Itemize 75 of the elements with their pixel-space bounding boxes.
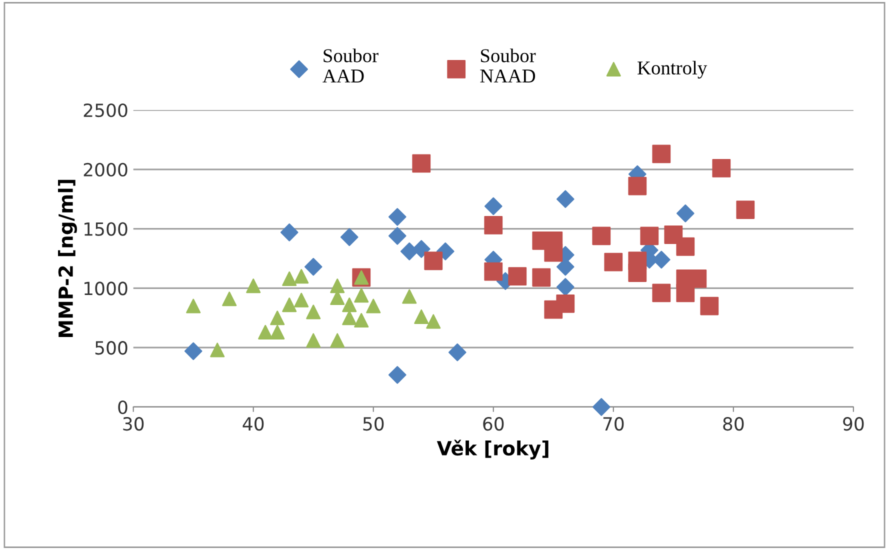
point	[556, 294, 575, 313]
point	[556, 278, 574, 296]
point	[676, 204, 694, 222]
point	[270, 324, 285, 340]
point	[388, 366, 406, 384]
y-tick-label: 2500	[84, 103, 128, 118]
point	[652, 284, 671, 302]
y-tick-label: 0	[118, 400, 128, 414]
point	[448, 343, 466, 362]
x-tick-label: 70	[603, 417, 624, 431]
point	[388, 208, 406, 226]
x-tick-label: 50	[363, 417, 384, 431]
point	[354, 312, 369, 328]
point	[258, 324, 273, 340]
point	[556, 190, 574, 208]
point	[532, 268, 551, 287]
legend-label: Soubor AAD	[322, 48, 378, 82]
point	[412, 240, 430, 258]
point	[304, 258, 322, 276]
point	[340, 228, 358, 246]
point	[676, 284, 695, 302]
point	[676, 237, 695, 256]
y-tick-label: 500	[95, 341, 128, 355]
point	[604, 252, 623, 272]
x-axis-title: Věk [roky]	[436, 440, 548, 460]
point	[366, 298, 381, 314]
point	[330, 278, 345, 294]
x-tick-label: 80	[723, 417, 744, 431]
point	[700, 296, 719, 316]
point	[330, 333, 345, 348]
y-tick-label: 1500	[84, 222, 128, 236]
point	[280, 223, 298, 242]
point	[628, 176, 647, 196]
point	[640, 226, 659, 246]
point	[712, 159, 731, 178]
point	[342, 298, 357, 312]
point	[508, 267, 527, 286]
y-tick-label: 2000	[84, 162, 128, 177]
point	[294, 269, 309, 284]
point	[246, 278, 261, 294]
point	[210, 342, 225, 358]
legend-label: Kontroly	[638, 60, 708, 79]
point	[306, 333, 321, 348]
point	[736, 200, 755, 219]
point	[412, 154, 431, 173]
legend-label: Soubor NAAD	[480, 48, 536, 82]
x-tick-label: 30	[123, 417, 144, 431]
point	[424, 252, 443, 270]
point	[414, 309, 429, 324]
point	[342, 310, 357, 326]
y-axis-title: MMP-2 [ng/ml]	[58, 180, 77, 337]
point	[282, 271, 297, 286]
point	[294, 292, 309, 308]
point	[652, 144, 671, 164]
point	[628, 264, 647, 282]
x-tick-label: 60	[483, 417, 504, 431]
x-tick-label: 40	[242, 417, 264, 431]
point	[222, 292, 237, 306]
point	[282, 298, 297, 312]
point	[484, 216, 503, 234]
point	[426, 314, 441, 329]
point	[592, 398, 610, 416]
point	[306, 304, 321, 320]
y-tick-label: 1000	[84, 282, 128, 296]
x-tick-label: 90	[843, 417, 864, 431]
point	[270, 310, 285, 326]
point	[388, 227, 406, 245]
point	[544, 243, 563, 262]
point	[186, 298, 201, 314]
point	[354, 288, 369, 303]
point	[402, 289, 417, 304]
point	[484, 197, 502, 216]
point	[592, 226, 611, 246]
point	[184, 342, 202, 360]
point	[484, 262, 503, 281]
